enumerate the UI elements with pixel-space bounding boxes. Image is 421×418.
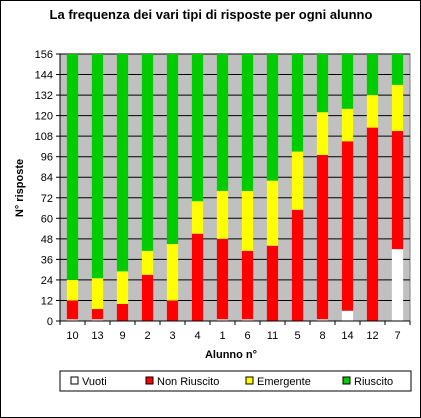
bar-segment: [341, 108, 354, 142]
bar-segment: [241, 319, 254, 321]
y-tick-label: 84: [41, 172, 53, 184]
bar-segment: [241, 190, 254, 251]
x-tick-label: 14: [341, 330, 353, 342]
bar-segment: [366, 127, 379, 321]
bar-segment: [341, 54, 354, 109]
y-ticks: 0 12 24 36 48 60 72 84 96 108 120 132 144 156: [35, 49, 60, 328]
bar-segment: [341, 141, 354, 311]
x-tick-label: 8: [319, 330, 325, 342]
bar-segment: [341, 310, 354, 321]
bar-segment: [116, 54, 129, 272]
bar-segment: [91, 54, 104, 279]
x-tick-label: 10: [66, 330, 78, 342]
y-tick-label: 36: [41, 254, 53, 266]
bar-segment: [316, 319, 329, 321]
x-tick-label: 11: [267, 330, 278, 342]
bar-segment: [216, 190, 229, 239]
bar-segment: [66, 319, 79, 321]
x-tick-label: 3: [169, 330, 175, 342]
y-tick-label: 108: [35, 131, 53, 143]
bar-segment: [191, 54, 204, 202]
bar-segment: [366, 54, 379, 96]
chart-title: La frequenza dei vari tipi di risposte p…: [50, 7, 373, 22]
y-tick-label: 144: [35, 70, 53, 82]
x-tick-label: 12: [366, 330, 378, 342]
bar-segment: [291, 54, 304, 152]
x-tick-label: 13: [91, 330, 103, 342]
legend-label: Riuscito: [354, 376, 393, 388]
bar-segment: [91, 278, 104, 310]
y-tick-label: 24: [41, 275, 53, 287]
bar-segment: [191, 233, 204, 321]
y-tick-label: 72: [41, 193, 53, 205]
bar-segment: [216, 54, 229, 191]
plot-area: [59, 53, 411, 322]
y-tick-label: 132: [35, 90, 53, 102]
bar-segment: [216, 238, 229, 320]
y-tick-label: 156: [35, 49, 53, 61]
x-tick-label: 7: [394, 330, 400, 342]
bar-segment: [266, 245, 279, 321]
y-tick-label: 12: [41, 295, 53, 307]
bar-segment: [91, 319, 104, 321]
bar-segment: [166, 300, 179, 321]
bar-segment: [141, 250, 154, 275]
y-tick-label: 48: [41, 234, 53, 246]
x-tick-label: 5: [294, 330, 300, 342]
bar-segment: [116, 271, 129, 304]
bar-segment: [266, 180, 279, 246]
y-tick-label: 120: [35, 111, 53, 123]
bar-segment: [291, 151, 304, 210]
y-tick-label: 0: [47, 316, 53, 328]
bars: [66, 54, 404, 321]
bar-segment: [391, 131, 404, 250]
legend-box: [59, 370, 412, 392]
bar-segment: [391, 84, 404, 132]
bar-segment: [316, 54, 329, 113]
bar-segment: [316, 154, 329, 320]
bar-segment: [141, 54, 154, 251]
bar-segment: [191, 201, 204, 234]
legend-swatch: [245, 376, 254, 385]
legend-label: Non Riuscito: [157, 376, 219, 388]
bar-segment: [166, 243, 179, 301]
x-ticks: 10 13 9 2 3 4 1 6 11 5 8 14 12 7: [59, 321, 411, 342]
bar-segment: [316, 112, 329, 155]
x-tick-label: 4: [194, 330, 200, 342]
bar-segment: [216, 319, 229, 321]
bar-segment: [91, 309, 104, 320]
x-tick-label: 6: [244, 330, 250, 342]
legend-swatch: [342, 376, 351, 385]
legend-swatch: [145, 376, 154, 385]
bar-segment: [391, 249, 404, 321]
bar-segment: [291, 209, 304, 321]
bar-segment: [116, 303, 129, 321]
y-axis-label: N° risposte: [14, 159, 26, 217]
y-tick-label: 60: [41, 213, 53, 225]
bar-segment: [266, 54, 279, 181]
x-axis-label: Alunno n°: [205, 349, 257, 361]
bar-segment: [66, 54, 79, 280]
x-tick-label: 2: [144, 330, 150, 342]
bar-segment: [66, 300, 79, 320]
bar-segment: [391, 54, 404, 85]
bar-segment: [241, 250, 254, 320]
legend-swatch: [70, 376, 79, 385]
bar-segment: [241, 54, 254, 191]
x-tick-label: 1: [219, 330, 225, 342]
bar-segment: [66, 279, 79, 301]
y-tick-label: 96: [41, 152, 53, 164]
bar-segment: [166, 54, 179, 244]
legend-label: Emergente: [257, 376, 311, 388]
legend-label: Vuoti: [82, 376, 107, 388]
legend: Vuoti Non Riuscito Emergente Riuscito: [59, 370, 412, 392]
x-tick-label: 9: [119, 330, 125, 342]
bar-segment: [141, 274, 154, 321]
bar-segment: [366, 95, 379, 128]
